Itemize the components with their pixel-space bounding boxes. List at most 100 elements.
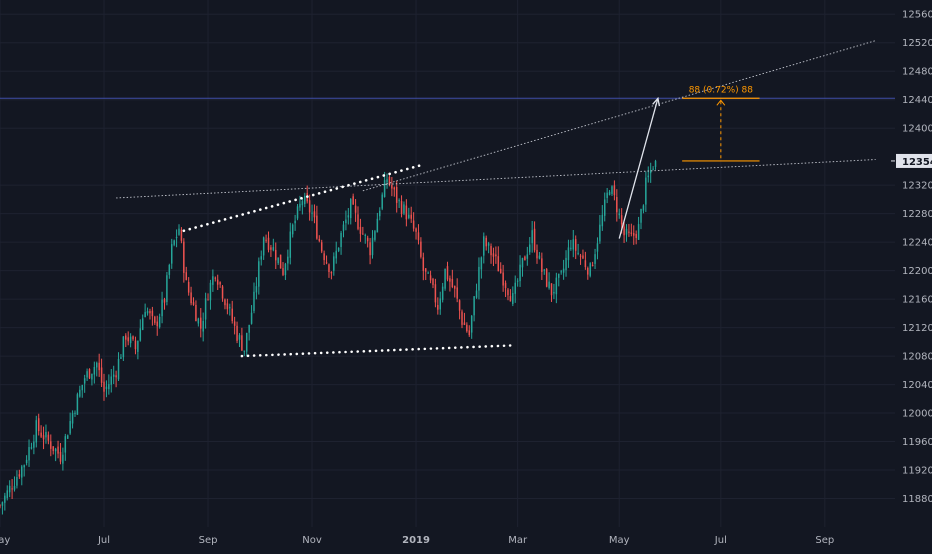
candle-body [243, 350, 246, 352]
candle-body [42, 435, 45, 440]
candle-body [538, 255, 541, 259]
candle-body [625, 228, 628, 235]
candle-body [362, 233, 364, 235]
candle-body [562, 268, 565, 273]
candle-body [151, 310, 154, 317]
candle-body [112, 374, 115, 377]
candle-body [21, 466, 23, 478]
price-tick-label: 12120 [902, 323, 932, 334]
candle-body [214, 277, 217, 279]
candle-body [434, 284, 437, 303]
candle-body [258, 261, 260, 287]
candle-body [325, 262, 328, 264]
candle-body [120, 357, 122, 359]
candle-body [52, 446, 54, 451]
candle-body [441, 286, 444, 300]
candle-body [37, 418, 40, 432]
candle-body [221, 286, 224, 299]
price-tick-label: 12000 [902, 409, 932, 420]
candle-body [550, 283, 553, 296]
candle-body [47, 434, 50, 441]
grid [0, 0, 895, 527]
candle-body [424, 268, 427, 272]
candle-body [291, 224, 294, 235]
candle-body [166, 275, 168, 302]
candle-body [195, 304, 197, 322]
candle-body [28, 447, 30, 461]
candle-body [313, 211, 316, 218]
candle-body [473, 296, 475, 316]
candle-body [81, 384, 83, 391]
candle-body [623, 226, 625, 236]
candle-body [528, 244, 531, 253]
candle-body [100, 367, 103, 383]
candle-body [461, 311, 463, 325]
candle-body [633, 233, 635, 236]
candle-body [183, 241, 185, 273]
candle-body [59, 451, 62, 462]
candle-body [504, 282, 507, 288]
candle-body [96, 362, 98, 368]
candle-body [144, 312, 146, 318]
candle-body [543, 269, 546, 271]
candle-body [175, 236, 178, 239]
candle-body [497, 256, 500, 272]
candle-body [400, 201, 403, 214]
candle-body [163, 299, 166, 303]
price-tick-label: 11880 [902, 494, 932, 505]
candle-body [311, 212, 313, 214]
candle-body [536, 249, 538, 259]
candle-body [509, 296, 512, 302]
candle-body [277, 257, 279, 264]
candle-body [603, 199, 606, 216]
candle-body [212, 276, 214, 285]
candle-body [649, 170, 652, 174]
candle-body [35, 420, 38, 443]
candle-body [451, 278, 454, 287]
last-price-tag [896, 153, 932, 168]
candle-body [521, 258, 524, 268]
candle-body [519, 264, 521, 282]
candle-body [635, 233, 637, 238]
last-price-label: 12354 [902, 157, 932, 168]
candle-body [287, 256, 289, 264]
candle-body [76, 394, 79, 415]
candle-body [110, 376, 113, 385]
candle-body [613, 185, 616, 196]
candle-body [364, 234, 367, 236]
candle-body [200, 317, 202, 329]
candle-body [584, 260, 587, 268]
candle-body [596, 243, 599, 252]
candle-body [594, 254, 596, 264]
candle-body [456, 287, 458, 299]
candle-body [478, 266, 480, 291]
candle-body [410, 214, 412, 219]
candle-body [654, 160, 657, 167]
candle-body [149, 311, 151, 314]
candle-body [262, 237, 265, 256]
candle-body [30, 447, 33, 449]
candle-body [93, 366, 96, 375]
candle-body [347, 215, 350, 218]
trendline-2 [362, 40, 876, 192]
candle-body [398, 200, 400, 202]
candle-body [296, 206, 299, 219]
candle-body [574, 239, 577, 251]
candle-body [23, 465, 25, 468]
candle-body [4, 495, 6, 503]
candle-body [567, 247, 570, 261]
candle-body [512, 293, 514, 304]
candle-body [558, 273, 560, 278]
candle-body [545, 269, 548, 287]
time-tick-label: Jul [714, 535, 727, 546]
candle-body [570, 247, 572, 249]
price-tick-label: 12400 [902, 124, 932, 135]
candle-body [637, 224, 640, 240]
candle-body [40, 432, 42, 437]
candle-body [88, 369, 91, 379]
time-tick-label: Sep [815, 535, 834, 546]
candle-body [354, 205, 357, 213]
